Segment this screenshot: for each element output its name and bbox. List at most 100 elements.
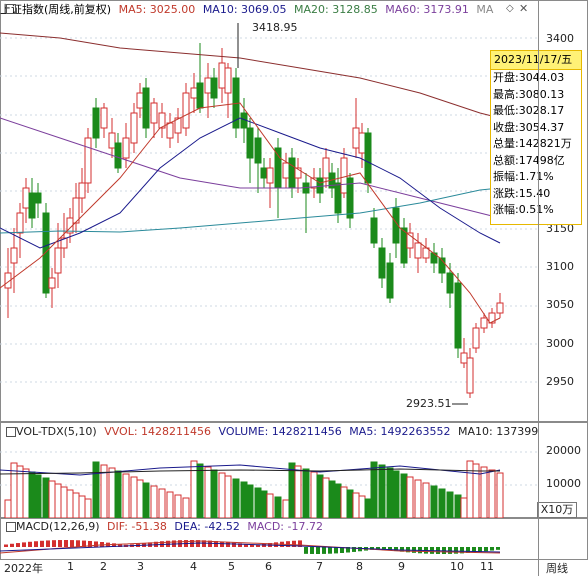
candle-body xyxy=(322,157,330,179)
macd-bar xyxy=(202,540,206,547)
candle-body xyxy=(294,167,302,179)
candle-body xyxy=(364,132,372,184)
macd-collapse-icon[interactable] xyxy=(6,522,16,532)
xlabel-2: 2 xyxy=(100,560,107,573)
volume-bar xyxy=(386,467,394,518)
candle-body xyxy=(446,272,454,294)
candle-body xyxy=(496,302,504,314)
macd-bar xyxy=(118,544,122,547)
volume-bar xyxy=(438,488,446,518)
macd-bar xyxy=(238,543,242,547)
candle-body xyxy=(48,277,56,289)
candle-body xyxy=(454,282,462,349)
macd-bar xyxy=(256,544,260,547)
volume-bar xyxy=(260,490,268,518)
candle-body xyxy=(340,157,348,194)
candle-body xyxy=(472,327,480,349)
volume-bar xyxy=(364,498,372,518)
ytick-3000: 3000 xyxy=(546,337,574,350)
volume-bar xyxy=(4,499,12,518)
volume-bar xyxy=(472,463,480,518)
volume-bar xyxy=(322,477,330,518)
candle-body xyxy=(130,112,138,144)
volume-bar xyxy=(310,471,318,518)
candle-body xyxy=(174,117,182,134)
volume-bar xyxy=(346,489,354,518)
candle-body xyxy=(190,87,198,99)
volume-bar xyxy=(210,469,218,518)
candle-body xyxy=(218,62,226,89)
ma-more-label: MA xyxy=(476,3,494,16)
volume-bar xyxy=(488,469,496,518)
ma10-label: MA10: 3069.05 xyxy=(202,3,287,16)
volume-bar xyxy=(182,497,190,518)
macd-bar xyxy=(328,547,332,554)
collapse-icon[interactable] xyxy=(6,4,16,14)
macd-bar xyxy=(352,547,356,552)
volume-bar xyxy=(400,473,408,518)
vol-ma5-label: MA5: 1492263552 xyxy=(349,425,451,438)
volume-bar xyxy=(136,479,144,518)
macd-bar xyxy=(46,540,50,547)
close-icon[interactable]: ✕ xyxy=(519,2,529,15)
macd-bar xyxy=(490,547,494,551)
candle-body xyxy=(386,262,394,299)
macd-bar xyxy=(298,540,302,547)
volume-unit[interactable]: X10万 xyxy=(537,502,577,518)
candle-body xyxy=(158,112,166,129)
macd-bar xyxy=(226,542,230,547)
vvol-label: VVOL: 1428211456 xyxy=(104,425,212,438)
candle-body xyxy=(274,147,282,189)
ytick-3150: 3150 xyxy=(546,222,574,235)
macd-bar xyxy=(316,547,320,554)
vol-collapse-icon[interactable] xyxy=(6,427,16,437)
candle-body xyxy=(92,107,100,139)
candle-body xyxy=(316,177,324,194)
volume-bar xyxy=(358,495,366,518)
macd-bar xyxy=(28,541,32,547)
period-label[interactable]: 周线 xyxy=(546,562,568,575)
macd-bar xyxy=(466,547,470,553)
candle-body xyxy=(28,192,36,219)
ma-long-line xyxy=(0,32,501,119)
volume-bar xyxy=(108,467,116,518)
candle-body xyxy=(334,182,342,214)
main-legend: 上证指数(周线,前复权) MA5: 3025.00 MA10: 3069.05 … xyxy=(0,2,530,18)
info-open: 开盘:3044.03 xyxy=(493,71,565,84)
info-high: 最高:3080.13 xyxy=(493,87,565,101)
macd-bar xyxy=(496,547,500,550)
candle-body xyxy=(108,132,116,149)
candle-body xyxy=(352,127,360,149)
volume-bar xyxy=(274,496,282,518)
quote-info-box: 2023/11/17/五 开盘:3044.03 最高:3080.13 最低:30… xyxy=(490,50,582,225)
candle-body xyxy=(414,242,422,259)
macd-bar xyxy=(58,540,62,547)
macd-bar xyxy=(292,540,296,547)
candle-body xyxy=(16,212,24,234)
volume-bar xyxy=(480,466,488,518)
macd-bar xyxy=(82,540,86,547)
candle-body xyxy=(260,167,268,179)
volume-bar xyxy=(48,480,56,518)
volume-bar xyxy=(150,485,158,518)
right-axis-divider xyxy=(538,0,539,576)
macd-bar xyxy=(64,540,68,547)
candle-body xyxy=(406,232,414,249)
macd-legend: MACD(12,26,9) DIF: -51.38 DEA: -42.52 MA… xyxy=(0,519,538,535)
diamond-icon[interactable]: ◇ xyxy=(506,3,514,14)
volume-bar xyxy=(302,468,310,518)
ytick-2950: 2950 xyxy=(546,375,574,388)
volume-bar xyxy=(288,462,296,518)
candle-body xyxy=(136,92,144,109)
dea-line xyxy=(0,542,501,553)
macd-bar xyxy=(304,547,308,554)
macd-bar xyxy=(358,547,362,552)
xlabel-6: 6 xyxy=(265,560,272,573)
xlabel-7: 7 xyxy=(316,560,323,573)
volume-bar xyxy=(316,474,324,518)
macd-bar xyxy=(232,542,236,547)
xlabel-1: 1 xyxy=(67,560,74,573)
info-amount: 总额:17498亿 xyxy=(493,153,565,167)
volume-bar xyxy=(78,495,86,518)
high-annotation: 3418.95 xyxy=(252,21,298,34)
